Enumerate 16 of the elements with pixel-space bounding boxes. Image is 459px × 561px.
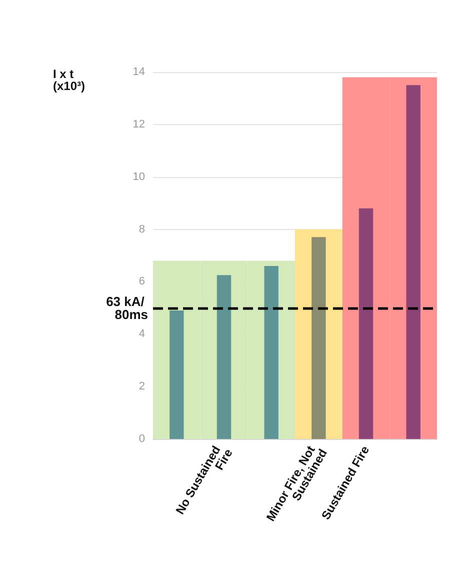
y-axis-title: I x t (x10³) [53,67,86,93]
y-tick-label: 12 [132,118,145,130]
bar [312,237,326,439]
bar [216,275,232,439]
bar [170,310,184,439]
ref-line-label: 63 kA/ 80ms [106,294,148,322]
y-tick-label: 4 [138,328,145,340]
y-tick-label: 14 [132,66,145,78]
y-tick-label: 10 [132,170,145,183]
y-tick-label: 6 [138,276,145,288]
bar [264,266,278,439]
bar [406,85,420,439]
bar [358,208,374,439]
y-tick-label: 8 [138,223,145,236]
y-tick-label: 0 [138,433,145,445]
y-tick-label: 2 [138,380,145,393]
